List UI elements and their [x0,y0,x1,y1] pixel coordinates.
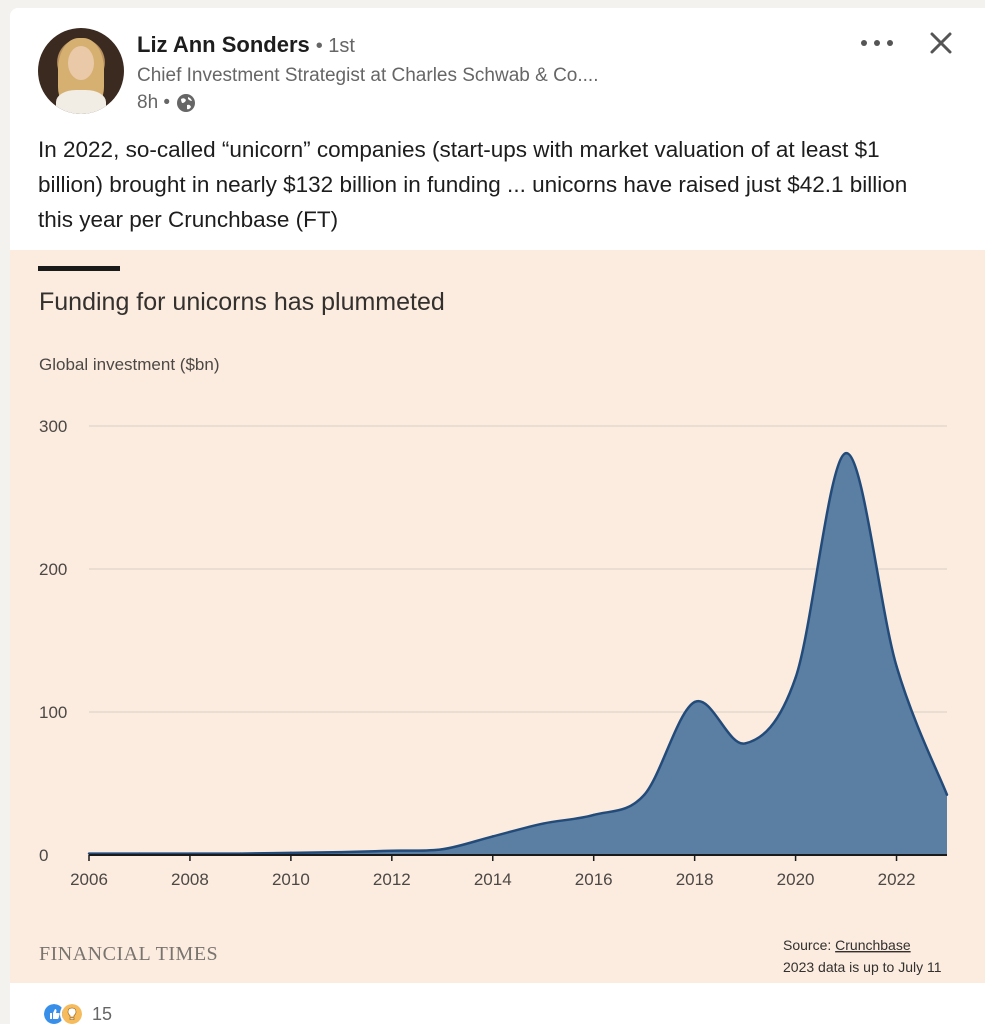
chart-note: 2023 data is up to July 11 [783,959,942,975]
x-tick-label: 2012 [373,870,411,889]
author-headline: Chief Investment Strategist at Charles S… [137,65,599,86]
avatar[interactable] [38,28,124,114]
data-point [794,676,797,679]
data-point [895,665,898,668]
data-point [844,451,848,455]
x-tick-label: 2020 [777,870,815,889]
author-name[interactable]: Liz Ann Sonders [137,32,310,57]
data-point [491,835,494,838]
y-tick-label: 100 [39,703,67,722]
data-point [592,813,595,817]
post-card: Liz Ann Sonders • 1st Chief Investment S… [10,8,985,1024]
source-line: Source: Crunchbase [783,937,911,953]
data-point [289,851,293,855]
post-text: In 2022, so-called “unicorn” companies (… [38,137,908,232]
source-label: Source: [783,937,831,953]
more-options-icon[interactable] [856,30,900,56]
ft-title-bar [38,266,120,271]
x-tick-label: 2010 [272,870,310,889]
data-point [945,793,949,796]
data-point [743,742,747,745]
chart-image[interactable]: Funding for unicorns has plummeted Globa… [10,250,985,983]
insightful-icon [60,1002,84,1024]
x-tick-label: 2008 [171,870,209,889]
area-chart: Funding for unicorns has plummeted Globa… [38,266,949,975]
x-tick-label: 2018 [676,870,714,889]
author-row: Liz Ann Sonders • 1st [137,32,355,60]
x-tick-label: 2022 [878,870,916,889]
close-icon[interactable] [926,28,956,58]
y-tick-label: 0 [39,846,48,865]
x-tick-label: 2006 [70,870,108,889]
data-point [390,849,394,852]
chart-title: Funding for unicorns has plummeted [39,288,445,316]
data-point [340,850,343,854]
reaction-count: 15 [92,1003,113,1024]
y-tick-label: 300 [39,417,67,436]
publisher-logo: FINANCIAL TIMES [39,943,218,965]
area-fill [89,453,947,855]
post-time: 8h • [137,92,171,113]
data-point [693,700,696,704]
source-link[interactable]: Crunchbase [835,937,911,953]
connection-degree: • 1st [315,35,355,57]
avatar-body [56,90,106,114]
y-tick-label: 200 [39,560,67,579]
y-axis-label: Global investment ($bn) [39,355,219,374]
avatar-face [68,46,94,80]
globe-icon [177,94,196,112]
post-time-row: 8h • [137,92,196,114]
x-tick-label: 2016 [575,870,613,889]
data-point [642,793,646,797]
x-tick-label: 2014 [474,870,512,889]
data-point [441,848,444,851]
reactions-bar[interactable]: 15 [42,1002,112,1024]
data-point [542,822,545,825]
